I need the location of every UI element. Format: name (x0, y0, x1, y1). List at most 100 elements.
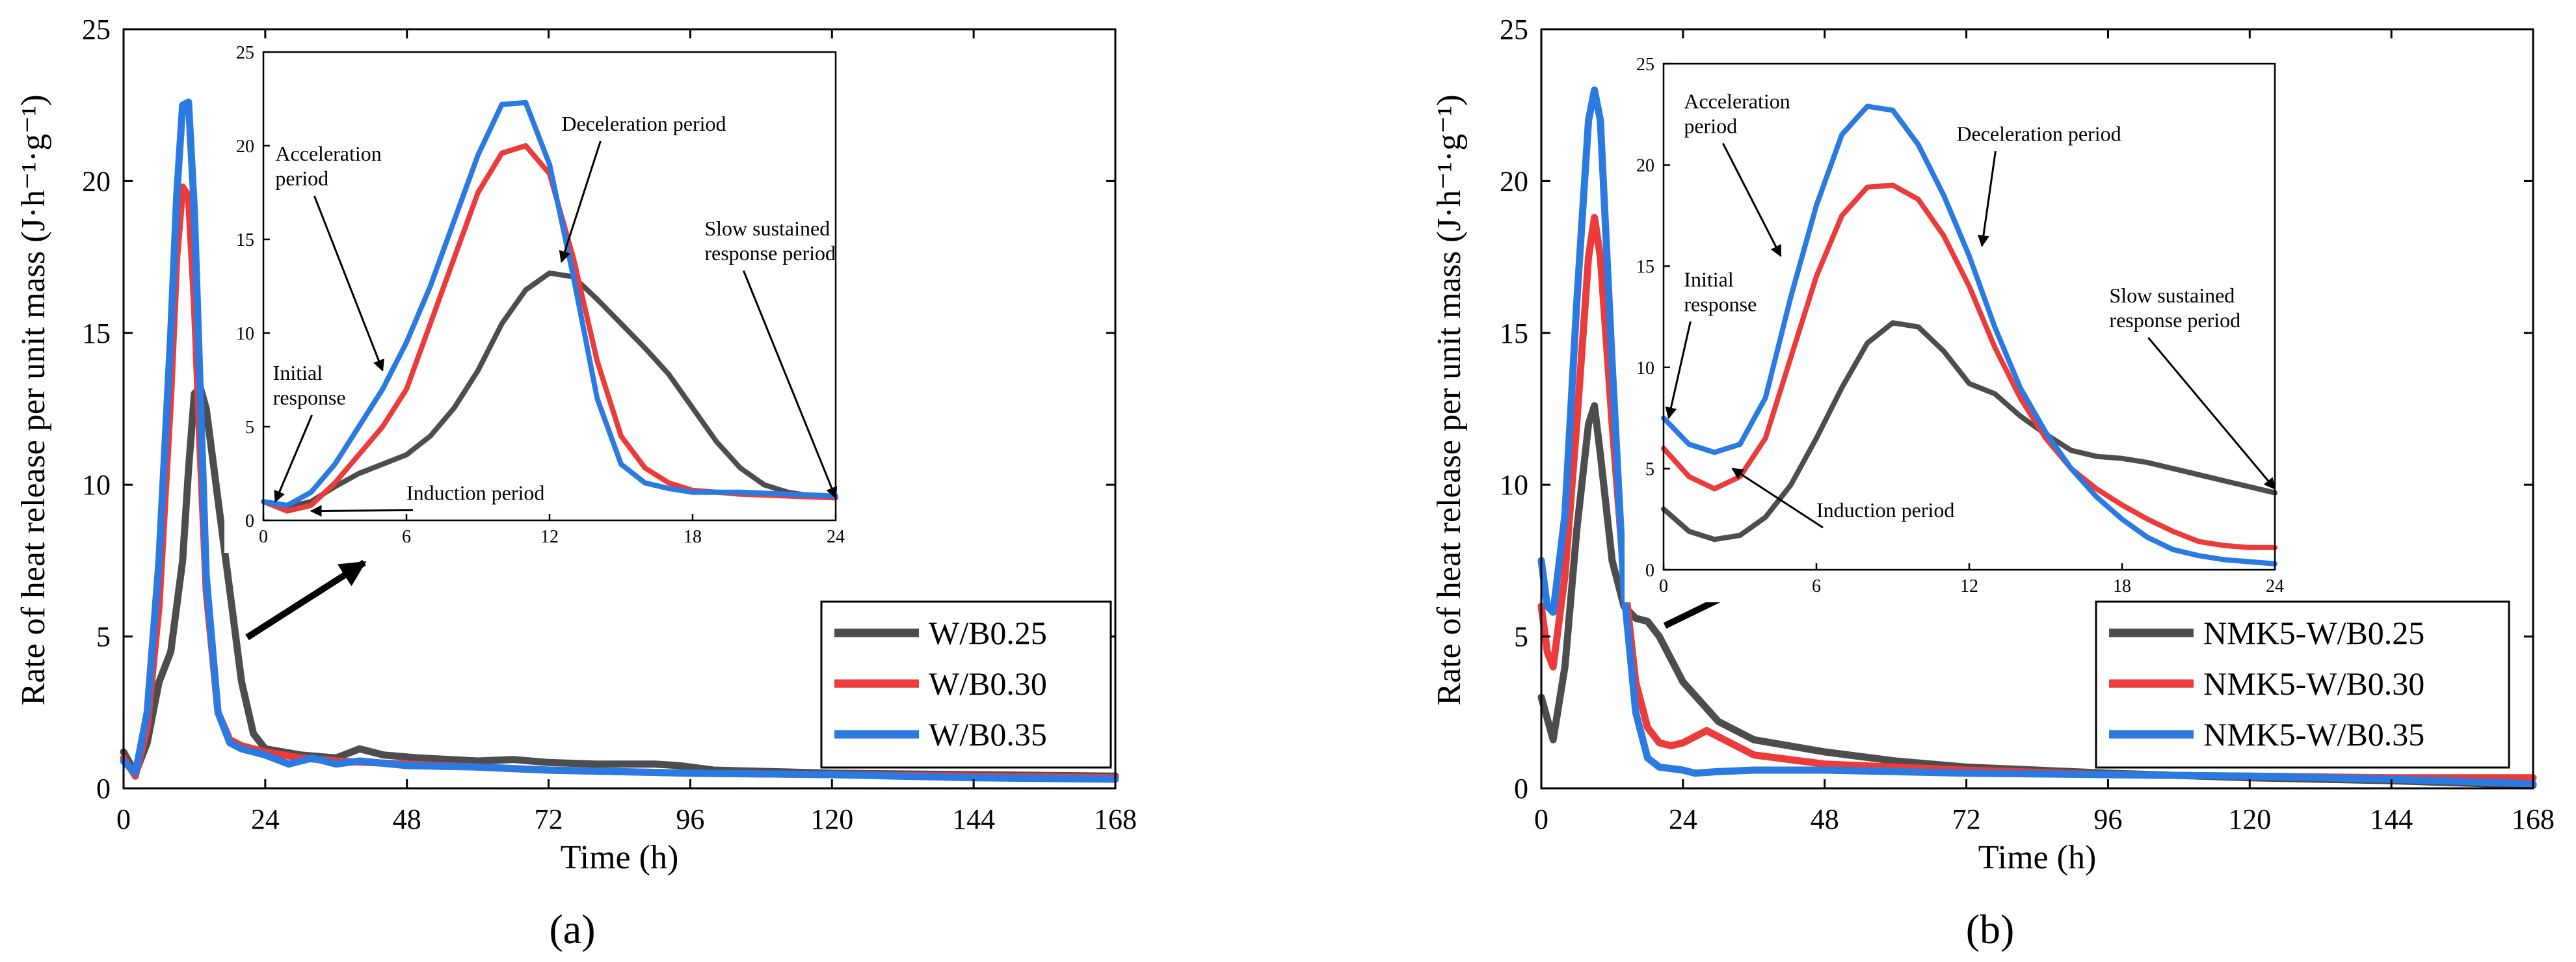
y-tick-label: 5 (96, 621, 111, 653)
annotation-line: Slow sustained (704, 217, 830, 240)
y-tick-label: 15 (82, 317, 111, 349)
inset-annotation: Induction period (1816, 498, 1954, 522)
inset-annotation: Slow sustained response period (2109, 284, 2240, 332)
x-tick-label: 168 (1094, 803, 1137, 835)
inset-y-tick-label: 25 (1636, 55, 1654, 75)
annotation-line: Deceleration period (561, 112, 726, 135)
panel-label: (b) (1966, 906, 2015, 952)
x-tick-label: 96 (676, 803, 704, 835)
inset-x-tick-label: 6 (402, 527, 411, 547)
x-tick-label: 144 (952, 803, 995, 835)
inset-y-tick-label: 20 (1636, 156, 1654, 176)
annotation-line: response period (704, 241, 836, 265)
panel-label: (a) (549, 906, 595, 952)
inset-background (1625, 57, 2288, 602)
annotation-arrow (1731, 468, 1824, 529)
annotation-line: Induction period (406, 481, 544, 504)
panel-a: 0 24 48 72 96 120 144 168 0 5 10 15 20 25 Time (h) Rate… (15, 14, 1137, 952)
annotation-arrow (2147, 337, 2276, 490)
x-tick-label: 0 (1534, 803, 1548, 835)
annotation-line: Deceleration period (1956, 122, 2121, 145)
annotation-line: Acceleration (275, 142, 381, 165)
x-tick-label: 72 (1952, 803, 1981, 835)
annotation-line: Acceleration (1684, 89, 1790, 113)
annotation-line: Initial (1684, 267, 1734, 291)
annotation-line: period (275, 167, 328, 190)
inset-y-tick-label: 15 (236, 230, 254, 250)
legend-label-1: W/B0.30 (929, 665, 1047, 702)
annotation-line: Initial (273, 361, 323, 384)
main-series-group (1537, 86, 2537, 789)
annotation-line: Slow sustained (2109, 284, 2235, 307)
inset-x-tick-label: 0 (259, 527, 268, 547)
inset-y-tick-label: 0 (1645, 561, 1654, 581)
y-tick-label: 25 (1500, 14, 1528, 46)
y-tick-label: 10 (1500, 469, 1528, 501)
inset-annotation: Induction period (406, 481, 544, 504)
inset-series-line-2 (261, 100, 838, 508)
inset-annotation: Deceleration period (561, 112, 726, 135)
inset-y-tick-label: 10 (1636, 358, 1654, 379)
inset-series-line-1 (1661, 182, 2277, 550)
annotation-arrow (559, 140, 602, 263)
x-axis-label: Time (h) (561, 839, 679, 876)
x-tick-label: 24 (1669, 803, 1697, 835)
inset-x-tick-label: 12 (540, 527, 559, 547)
x-tick-label: 144 (2370, 803, 2413, 835)
legend: W/B0.25 W/B0.30 W/B0.35 (820, 600, 1112, 769)
y-tick-label: 5 (1514, 621, 1528, 653)
legend-label-2: NMK5-W/B0.35 (2203, 716, 2424, 753)
inset-x-tick-label: 18 (684, 527, 702, 547)
annotation-line: period (1684, 114, 1737, 137)
main-plot-frame (1540, 28, 2534, 790)
annotation-arrow (1977, 151, 1997, 247)
annotation-line: response (1684, 292, 1757, 315)
y-tick-label: 25 (82, 14, 111, 46)
legend-label-1: NMK5-W/B0.30 (2203, 665, 2424, 702)
y-axis-label: Rate of heat release per unit mass (J·h⁻… (1431, 94, 1468, 705)
inset-annotation: Initial response (273, 361, 346, 409)
annotation-arrow (1665, 321, 1692, 420)
y-tick-label: 10 (82, 469, 111, 501)
y-axis-label: Rate of heat release per unit mass (J·h⁻… (15, 94, 52, 705)
x-tick-label: 120 (2228, 803, 2271, 835)
inset-annotation: Acceleration period (1684, 89, 1790, 137)
inset-y-tick-label: 0 (245, 511, 254, 531)
x-axis-label: Time (h) (1978, 839, 2097, 876)
inset-y-tick-label: 25 (236, 43, 254, 63)
x-tick-label: 120 (810, 803, 853, 835)
inset-pointer-arrow (245, 559, 367, 641)
legend: NMK5-W/B0.25 NMK5-W/B0.30 NMK5-W/B0.35 (2095, 600, 2510, 769)
inset-x-tick-label: 12 (1960, 576, 1978, 596)
inset-annotation: Initial response (1684, 267, 1757, 315)
x-tick-label: 48 (393, 803, 421, 835)
legend-label-2: W/B0.35 (929, 716, 1047, 753)
annotation-arrow (274, 414, 313, 503)
inset-y-tick-label: 5 (245, 418, 254, 438)
series-line-2 (120, 98, 1119, 783)
inset-x-tick-label: 24 (2266, 576, 2284, 596)
inset-annotation: Deceleration period (1956, 122, 2121, 145)
inset-annotation: Acceleration period (275, 142, 381, 190)
inset-x-tick-label: 24 (827, 527, 845, 547)
legend-label-0: W/B0.25 (929, 615, 1047, 651)
annotation-line: response period (2109, 308, 2240, 332)
series-line-2 (1537, 86, 2537, 788)
main-series-group (120, 98, 1119, 783)
inset-series-line-2 (1661, 103, 2277, 567)
inset-x-tick-label: 18 (2113, 576, 2131, 596)
annotation-line: response (273, 386, 346, 409)
inset-y-tick-label: 5 (1645, 459, 1654, 479)
annotation-arrow (742, 270, 838, 500)
inset-annotation: Slow sustained response period (704, 217, 836, 265)
annotation-line: Induction period (1816, 498, 1954, 522)
inset-series-line-0 (261, 270, 838, 510)
annotation-arrow (313, 195, 384, 372)
x-tick-label: 24 (251, 803, 280, 835)
inset-y-tick-label: 20 (236, 137, 254, 157)
x-tick-label: 72 (535, 803, 563, 835)
